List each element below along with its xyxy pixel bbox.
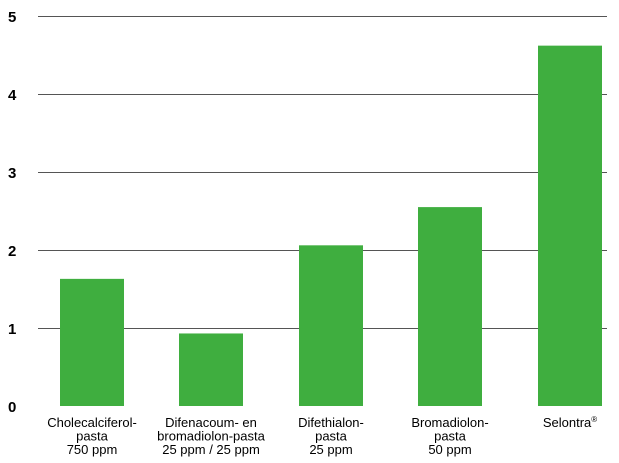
bar-3 [418, 207, 482, 406]
x-tick-label-line: 25 ppm [309, 442, 352, 457]
gridlines [38, 16, 607, 329]
y-tick-label: 1 [8, 321, 16, 338]
bar-1 [179, 333, 243, 406]
x-tick-label-line: 50 ppm [428, 442, 471, 457]
y-axis-ticks: 0 1 2 3 4 5 [8, 9, 17, 416]
x-tick-label: Difethialon-pasta 25 ppm [298, 415, 364, 457]
x-tick-label: Selontra® [543, 415, 597, 430]
registered-mark: ® [591, 415, 597, 424]
x-tick-label: Difenacoum- en bromadiolon-pasta 25 ppm / … [157, 415, 265, 457]
x-tick-label-line: pasta [315, 429, 348, 444]
x-tick-label-line: Difethialon- [298, 415, 364, 430]
x-tick-label-line: 750 ppm [67, 442, 118, 457]
y-tick-label: 4 [8, 87, 17, 104]
y-tick-label: 0 [8, 399, 16, 416]
x-tick-label-line: pasta [76, 429, 109, 444]
x-tick-label-line: Selontra [543, 415, 592, 430]
y-tick-label: 5 [8, 9, 16, 26]
x-tick-label-line: Difenacoum- en [165, 415, 257, 430]
x-tick-label-line: pasta [434, 429, 467, 444]
bars [60, 45, 602, 406]
x-tick-label-line: bromadiolon-pasta [157, 429, 265, 444]
x-axis-labels: Cholecalciferol-pasta 750 ppmDifenacoum- … [47, 415, 597, 457]
x-tick-label: Bromadiolon-pasta 50 ppm [411, 415, 488, 457]
x-tick-label-line: 25 ppm / 25 ppm [162, 442, 260, 457]
x-tick-label-line: Bromadiolon- [411, 415, 488, 430]
y-tick-label: 2 [8, 243, 16, 260]
x-tick-label-line: Cholecalciferol- [47, 415, 137, 430]
bar-0 [60, 278, 124, 406]
bar-2 [299, 245, 363, 406]
bar-4 [538, 45, 602, 406]
x-tick-label: Cholecalciferol-pasta 750 ppm [47, 415, 137, 457]
y-tick-label: 3 [8, 165, 16, 182]
